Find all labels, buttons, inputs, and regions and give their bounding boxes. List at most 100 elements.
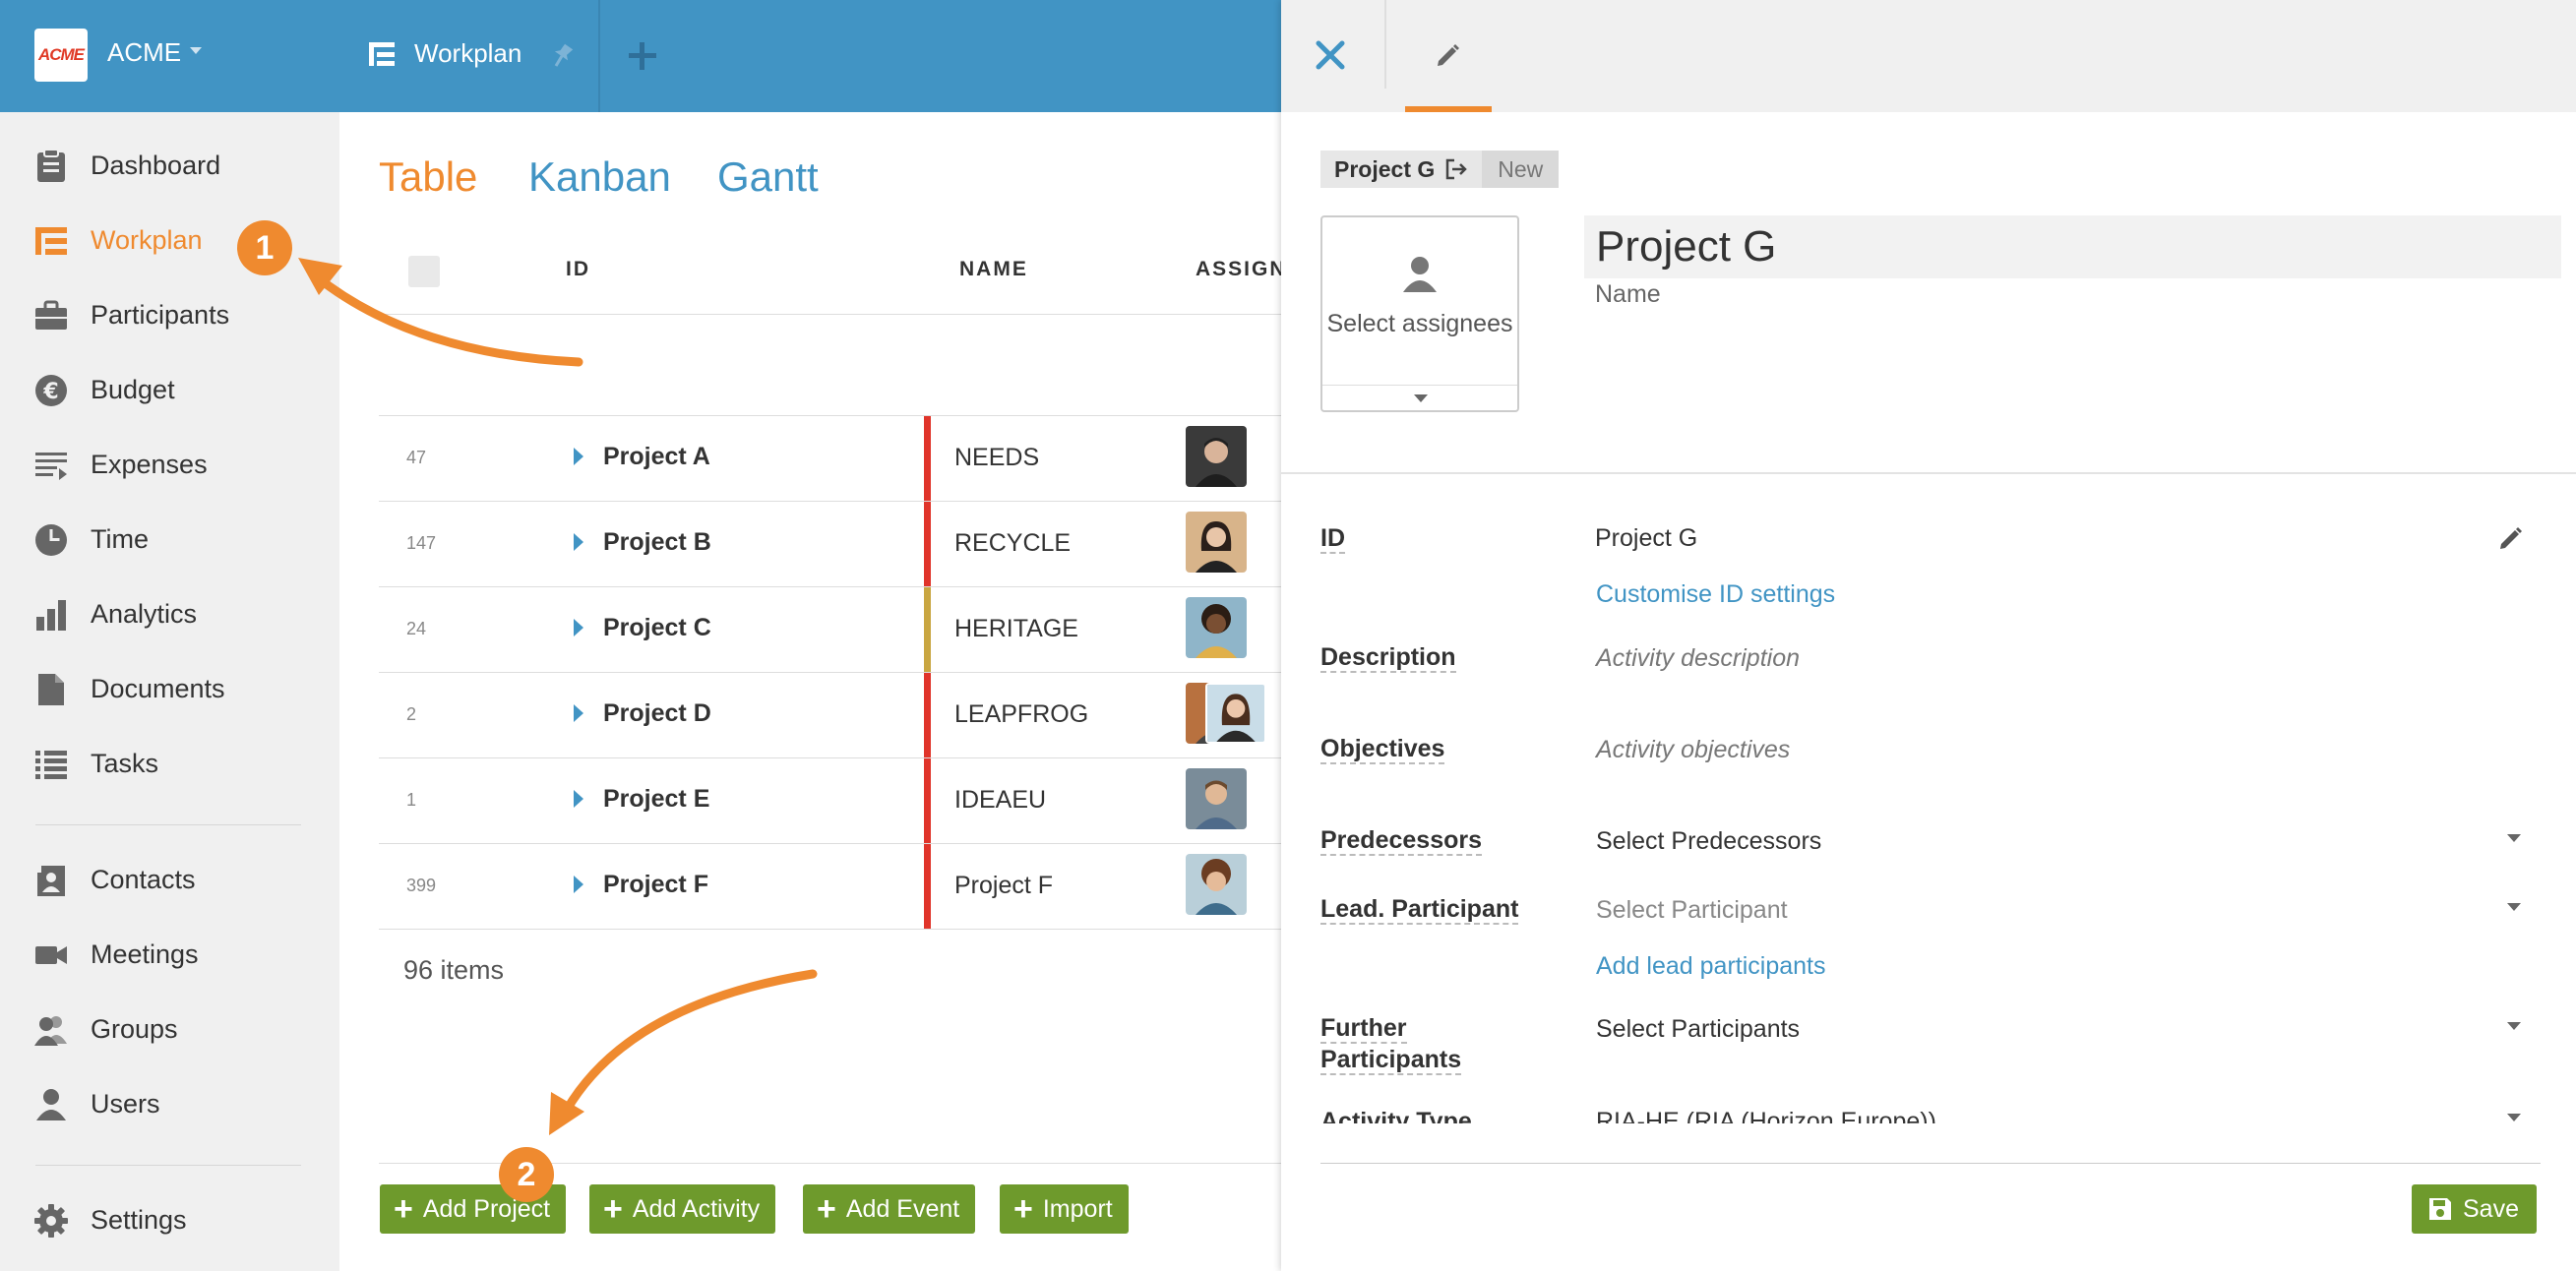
row-id: 24: [406, 619, 427, 638]
tab-table[interactable]: Table: [379, 153, 478, 200]
sidebar-item-meetings[interactable]: Meetings: [0, 923, 339, 986]
items-count: 96 items: [403, 955, 505, 985]
sidebar-item-tasks[interactable]: Tasks: [0, 732, 339, 795]
breadcrumb: Project G New: [1320, 151, 1560, 188]
table-row[interactable]: 47 Project A NEEDS: [379, 416, 1281, 501]
plus-icon: +: [1013, 1190, 1033, 1228]
expand-arrow-icon[interactable]: [574, 448, 583, 465]
assignee-avatar[interactable]: [1186, 426, 1247, 487]
step-badge-1: 1: [237, 220, 292, 275]
chevron-down-icon[interactable]: [190, 47, 202, 54]
expand-arrow-icon[interactable]: [574, 704, 583, 722]
import-button[interactable]: + Import: [1000, 1184, 1129, 1234]
add-tab-icon[interactable]: [623, 36, 662, 76]
name-field[interactable]: [1584, 215, 2561, 278]
row-project-name[interactable]: Project C: [603, 614, 711, 641]
activity-type-label: Activity Type: [1320, 1106, 1472, 1123]
assignee-avatar[interactable]: [1205, 683, 1266, 744]
tab-workplan[interactable]: Workplan: [414, 38, 522, 68]
header-divider: [379, 314, 1281, 315]
assignee-avatar[interactable]: [1186, 854, 1247, 915]
assignees-dropdown[interactable]: [1322, 385, 1517, 410]
sidebar-item-label: Groups: [91, 1014, 178, 1044]
select-all-checkbox[interactable]: [408, 256, 440, 287]
org-name[interactable]: ACME: [107, 37, 182, 67]
close-icon[interactable]: [1313, 37, 1348, 73]
breadcrumb-project[interactable]: Project G: [1320, 151, 1483, 188]
chevron-down-icon[interactable]: [2507, 1114, 2521, 1121]
row-acronym: HERITAGE: [954, 615, 1078, 642]
further-participants-select[interactable]: Select Participants: [1596, 1015, 1801, 1043]
activity-type-select[interactable]: RIA-HE (RIA (Horizon Europe)): [1596, 1108, 1936, 1123]
chevron-down-icon[interactable]: [2507, 1022, 2521, 1030]
table-row[interactable]: 24 Project C HERITAGE: [379, 587, 1281, 672]
lead-participant-select[interactable]: Select Participant: [1596, 896, 1788, 924]
row-project-name[interactable]: Project E: [603, 785, 710, 813]
button-label: Add Activity: [632, 1194, 761, 1223]
row-project-name[interactable]: Project A: [603, 443, 710, 470]
sidebar-item-analytics[interactable]: Analytics: [0, 582, 339, 645]
expand-arrow-icon[interactable]: [574, 790, 583, 808]
predecessors-select[interactable]: Select Predecessors: [1596, 827, 1822, 855]
expand-arrow-icon[interactable]: [574, 619, 583, 636]
row-id: 47: [406, 448, 427, 467]
sidebar-item-contacts[interactable]: Contacts: [0, 848, 339, 911]
sidebar-item-documents[interactable]: Documents: [0, 657, 339, 720]
table-row[interactable]: 1 Project E IDEAEU: [379, 758, 1281, 843]
sidebar-item-participants[interactable]: Participants: [0, 283, 339, 346]
row-divider: [379, 586, 1281, 587]
objectives-field[interactable]: Activity objectives: [1596, 736, 1791, 763]
header-divider: [1384, 0, 1386, 89]
expand-arrow-icon[interactable]: [574, 876, 583, 893]
table-row[interactable]: 2 Project D LEAPFROG: [379, 673, 1281, 757]
button-label: Import: [1042, 1194, 1113, 1223]
column-header-id[interactable]: ID: [566, 258, 590, 280]
assignee-avatar[interactable]: [1186, 597, 1247, 658]
tab-kanban[interactable]: Kanban: [528, 153, 671, 200]
row-project-name[interactable]: Project B: [603, 528, 711, 556]
acme-logo[interactable]: ACME: [34, 29, 88, 82]
sidebar-item-workplan[interactable]: Workplan: [0, 209, 339, 272]
add-activity-button[interactable]: + Add Activity: [589, 1184, 776, 1234]
lead-participant-label-text: Lead. Participant: [1320, 895, 1519, 925]
row-divider: [379, 501, 1281, 502]
row-acronym: RECYCLE: [954, 529, 1072, 557]
sidebar-item-budget[interactable]: € Budget: [0, 358, 339, 421]
chevron-down-icon[interactable]: [2507, 834, 2521, 842]
sidebar-item-users[interactable]: Users: [0, 1072, 339, 1135]
sidebar-item-groups[interactable]: Groups: [0, 998, 339, 1060]
row-project-name[interactable]: Project D: [603, 699, 711, 727]
expand-arrow-icon[interactable]: [574, 533, 583, 551]
status-color-bar: [924, 673, 931, 757]
plus-icon: +: [817, 1190, 836, 1228]
clock-icon: [35, 524, 67, 556]
workplan-tree-icon: [369, 42, 395, 66]
status-color-bar: [924, 758, 931, 843]
table-row[interactable]: 147 Project B RECYCLE: [379, 502, 1281, 586]
tab-gantt[interactable]: Gantt: [717, 153, 819, 200]
chevron-down-icon[interactable]: [2507, 903, 2521, 911]
sidebar-item-expenses[interactable]: Expenses: [0, 433, 339, 496]
customise-id-settings-link[interactable]: Customise ID settings: [1596, 580, 1836, 608]
row-project-name[interactable]: Project F: [603, 871, 708, 898]
description-field[interactable]: Activity description: [1596, 644, 1801, 672]
sidebar-item-dashboard[interactable]: Dashboard: [0, 134, 339, 197]
id-label: ID: [1320, 522, 1345, 554]
select-assignees-button[interactable]: Select assignees: [1320, 215, 1519, 412]
video-camera-icon: [35, 946, 67, 964]
assignee-avatar[interactable]: [1186, 768, 1247, 829]
sidebar-item-settings[interactable]: Settings: [0, 1188, 339, 1251]
pin-icon[interactable]: [549, 41, 575, 69]
sidebar-item-time[interactable]: Time: [0, 508, 339, 571]
sidebar-item-label: Analytics: [91, 599, 198, 629]
add-event-button[interactable]: + Add Event: [803, 1184, 976, 1234]
column-header-assignee[interactable]: ASSIGN: [1196, 258, 1281, 280]
add-lead-participants-link[interactable]: Add lead participants: [1596, 952, 1826, 980]
assignee-avatar[interactable]: [1186, 512, 1247, 573]
table-row[interactable]: 399 Project F Project F: [379, 844, 1281, 929]
tab-edit[interactable]: [1405, 30, 1492, 112]
pencil-icon[interactable]: [2497, 524, 2525, 552]
column-header-name[interactable]: NAME: [959, 258, 1028, 280]
save-button[interactable]: Save: [2412, 1184, 2537, 1234]
open-external-icon[interactable]: [1444, 157, 1468, 181]
